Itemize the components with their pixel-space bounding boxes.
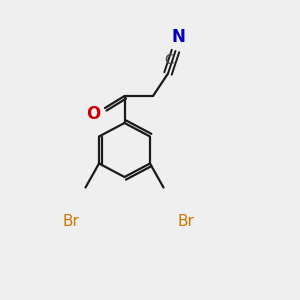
Text: Br: Br [62, 214, 79, 230]
Text: Br: Br [178, 214, 194, 230]
Text: N: N [172, 28, 185, 46]
Text: O: O [86, 105, 100, 123]
Text: C: C [165, 53, 174, 67]
